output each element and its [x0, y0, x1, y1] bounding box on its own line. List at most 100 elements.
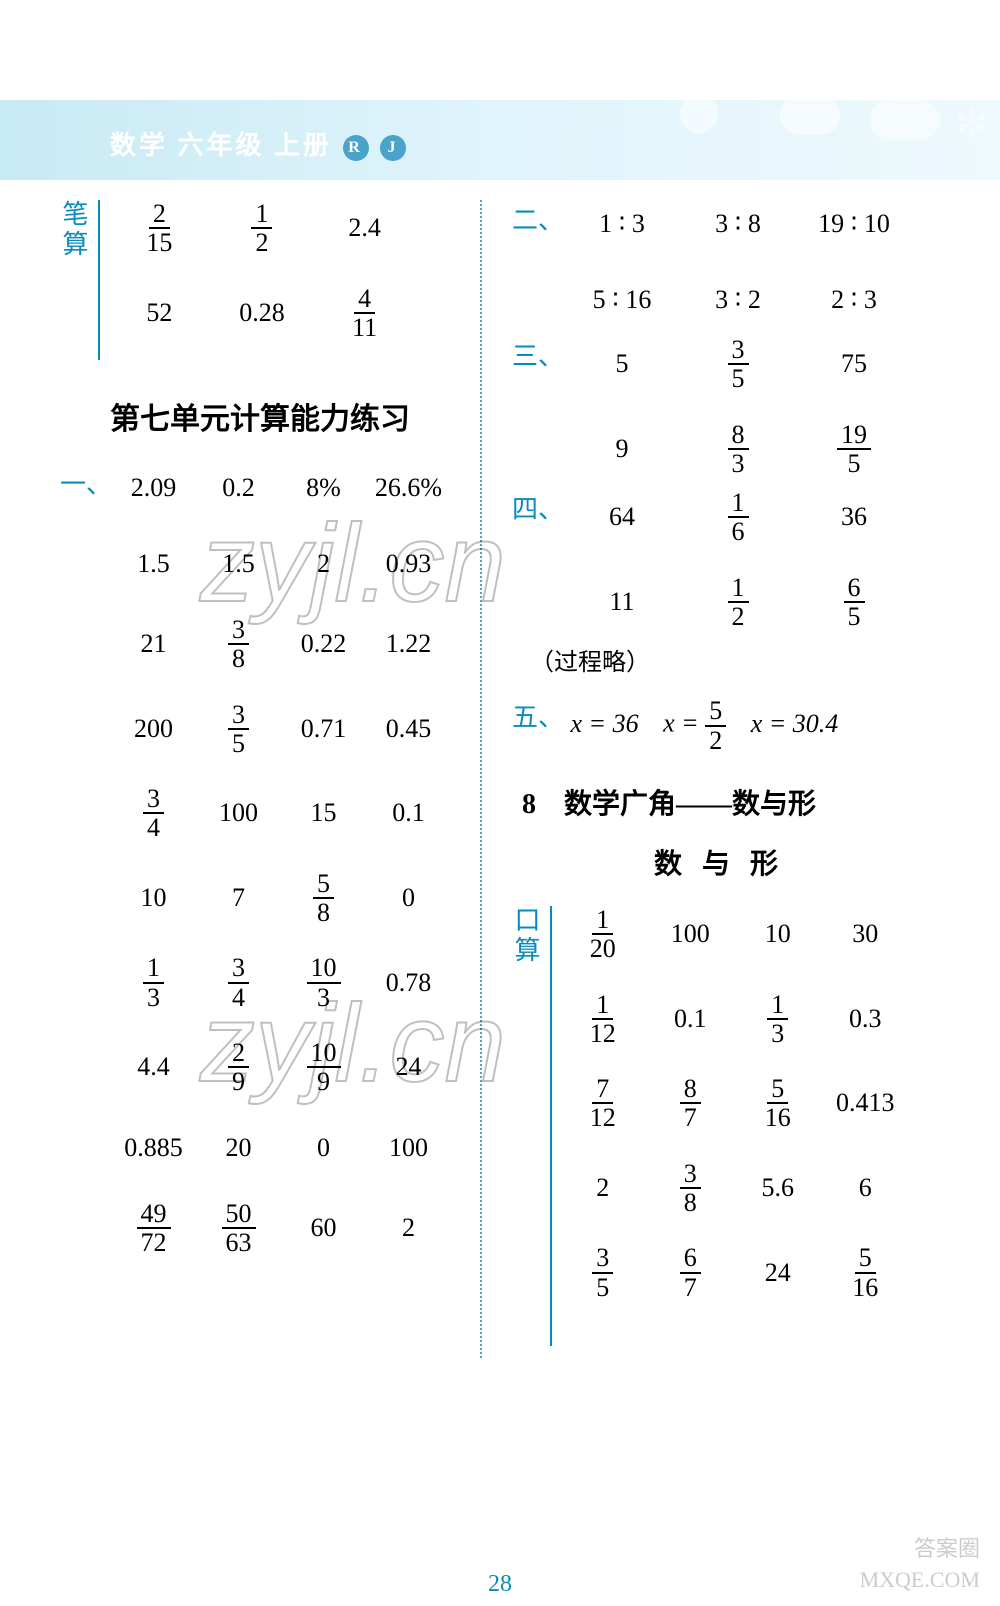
right-column: 二、 1 ∶ 33 ∶ 819 ∶ 105 ∶ 163 ∶ 22 ∶ 3 三、 …: [480, 200, 940, 1358]
content-area: 笔算 215122.4520.28411 第七单元计算能力练习 一、 2.090…: [60, 200, 940, 1358]
value-cell: 100: [201, 785, 276, 842]
section-1: 一、 2.090.28%26.6%1.51.520.9321380.221.22…: [60, 464, 460, 1256]
unit-title: 第七单元计算能力练习: [60, 394, 460, 438]
bisuan-grid: 215122.4520.28411: [112, 200, 412, 341]
value-cell: 12: [215, 200, 310, 257]
sec5-item-0: x = 36: [571, 709, 639, 738]
value-cell: 0.45: [371, 701, 446, 758]
value-cell: 29: [201, 1039, 276, 1096]
sec5-item-1: x =: [663, 709, 699, 738]
value-cell: 215: [112, 200, 207, 257]
snow-icon: ✻: [955, 100, 989, 147]
value-cell: 0: [286, 1124, 361, 1172]
value-cell: 0.3: [827, 991, 905, 1048]
sec5-item-2: x = 30.4: [751, 709, 839, 738]
badge-r: R: [343, 135, 369, 161]
value-cell: 195: [800, 421, 908, 478]
section-3: 三、 53575983195: [512, 336, 940, 477]
cloud-icon: [780, 95, 840, 135]
sec4-label: 四、: [512, 489, 564, 526]
value-cell: 15: [286, 785, 361, 842]
corner-watermark: 答案圈 MXQE.COM: [860, 1534, 980, 1596]
bisuan-block: 笔算 215122.4520.28411: [60, 200, 460, 360]
value-cell: 0.22: [286, 616, 361, 673]
sec3-label: 三、: [512, 336, 564, 373]
value-cell: 35: [564, 1244, 642, 1301]
value-cell: 3 ∶ 2: [684, 276, 792, 324]
sec5-frac: 5 2: [705, 697, 726, 754]
kousuan-grid: 12010010301120.1130.3712875160.4132385.6…: [564, 906, 904, 1301]
value-cell: 2.4: [317, 200, 412, 257]
value-cell: 35: [684, 336, 792, 393]
header-text: 数学 六年级 上册: [110, 131, 332, 160]
sec3-grid: 53575983195: [568, 336, 908, 477]
value-cell: 35: [201, 701, 276, 758]
page-number: 28: [0, 1571, 1000, 1598]
value-cell: 75: [800, 336, 908, 393]
sec2-grid: 1 ∶ 33 ∶ 819 ∶ 105 ∶ 163 ∶ 22 ∶ 3: [568, 200, 908, 324]
value-cell: 10: [116, 870, 191, 927]
value-cell: 3 ∶ 8: [684, 200, 792, 248]
value-cell: 34: [201, 954, 276, 1011]
value-cell: 1.22: [371, 616, 446, 673]
value-cell: 516: [827, 1244, 905, 1301]
value-cell: 120: [564, 906, 642, 963]
kousuan-block: 口算 12010010301120.1130.3712875160.413238…: [512, 906, 940, 1346]
value-cell: 0.885: [116, 1124, 191, 1172]
value-cell: 16: [684, 489, 792, 546]
value-cell: 0.1: [652, 991, 730, 1048]
section-5: 五、 x = 36 x = 5 2 x = 30.4: [512, 697, 940, 754]
value-cell: 109: [286, 1039, 361, 1096]
value-cell: 0: [371, 870, 446, 927]
value-cell: 0.78: [371, 954, 446, 1011]
divider: [98, 200, 100, 360]
value-cell: 10: [739, 906, 817, 963]
value-cell: 5 ∶ 16: [568, 276, 676, 324]
value-cell: 6: [827, 1160, 905, 1217]
value-cell: 516: [739, 1075, 817, 1132]
sec2-label: 二、: [512, 200, 564, 237]
value-cell: 1 ∶ 3: [568, 200, 676, 248]
value-cell: 8%: [286, 464, 361, 512]
value-cell: 20: [201, 1124, 276, 1172]
value-cell: 200: [116, 701, 191, 758]
sec4-note: （过程略）: [530, 642, 940, 677]
kousuan-label: 口算: [512, 906, 538, 966]
value-cell: 0.2: [201, 464, 276, 512]
value-cell: 13: [116, 954, 191, 1011]
cloud-icon: [680, 95, 718, 133]
value-cell: 112: [564, 991, 642, 1048]
value-cell: 58: [286, 870, 361, 927]
value-cell: 36: [800, 489, 908, 546]
chapter-title: 8 数学广角——数与形: [522, 782, 940, 822]
value-cell: 24: [371, 1039, 446, 1096]
value-cell: 21: [116, 616, 191, 673]
value-cell: 5063: [201, 1200, 276, 1257]
value-cell: 0.1: [371, 785, 446, 842]
value-cell: 1.5: [201, 540, 276, 588]
value-cell: 38: [652, 1160, 730, 1217]
value-cell: 0.413: [827, 1075, 905, 1132]
sec5-label: 五、: [512, 697, 564, 734]
divider: [550, 906, 552, 1346]
bisuan-label: 笔算: [60, 200, 86, 260]
value-cell: 2.09: [116, 464, 191, 512]
value-cell: 24: [739, 1244, 817, 1301]
value-cell: 11: [568, 574, 676, 631]
value-cell: 19 ∶ 10: [800, 200, 908, 248]
cloud-icon: [870, 100, 940, 140]
value-cell: 100: [652, 906, 730, 963]
value-cell: 65: [800, 574, 908, 631]
sec1-label: 一、: [60, 464, 112, 501]
value-cell: 2: [371, 1200, 446, 1257]
value-cell: 34: [116, 785, 191, 842]
value-cell: 0.71: [286, 701, 361, 758]
value-cell: 4.4: [116, 1039, 191, 1096]
value-cell: 100: [371, 1124, 446, 1172]
sub-title: 数与形: [512, 842, 940, 882]
value-cell: 13: [739, 991, 817, 1048]
value-cell: 38: [201, 616, 276, 673]
value-cell: 5.6: [739, 1160, 817, 1217]
value-cell: 2: [286, 540, 361, 588]
value-cell: 712: [564, 1075, 642, 1132]
